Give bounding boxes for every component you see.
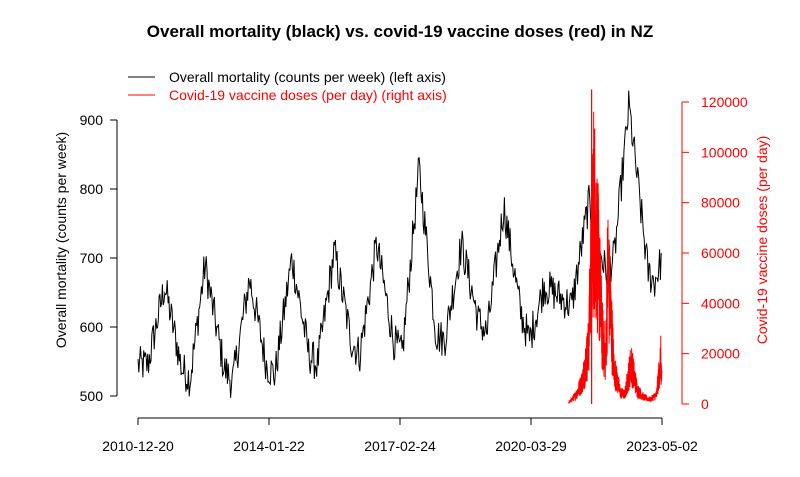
chart-title: Overall mortality (black) vs. covid-19 v…: [147, 22, 653, 41]
x-tick-label: 2014-01-22: [233, 438, 305, 454]
series-line-vaccine: [568, 111, 663, 405]
right-tick-label: 60000: [701, 245, 740, 261]
series-layer: [137, 89, 663, 405]
x-tick-label: 2020-03-29: [495, 438, 567, 454]
series-line-mortality: [137, 90, 662, 398]
legend: Overall mortality (counts per week) (lef…: [128, 69, 447, 103]
y-axis-label-left: Overall mortality (counts per week): [53, 132, 69, 348]
x-tick-label: 2023-05-02: [626, 438, 698, 454]
x-axis: 2010-12-20 2014-01-22 2017-02-24 2020-03-29…: [102, 417, 698, 454]
right-tick-label: 0: [701, 396, 709, 412]
y-axis-label-right: Covid-19 vaccine doses (per day): [754, 136, 770, 345]
left-tick-label: 700: [80, 250, 104, 266]
right-tick-label: 100000: [701, 144, 748, 160]
right-y-axis: 0 20000 40000 60000 80000 100000 120000: [681, 94, 748, 412]
legend-label-vaccine: Covid-19 vaccine doses (per day) (right …: [169, 87, 447, 103]
left-y-axis: 500 600 700 800 900: [80, 112, 118, 404]
x-tick-label: 2017-02-24: [364, 438, 436, 454]
left-tick-label: 600: [80, 319, 104, 335]
right-tick-label: 20000: [701, 346, 740, 362]
left-tick-label: 900: [80, 112, 104, 128]
left-tick-label: 500: [80, 388, 104, 404]
x-tick-label: 2010-12-20: [102, 438, 174, 454]
right-tick-label: 120000: [701, 94, 748, 110]
left-tick-label: 800: [80, 181, 104, 197]
right-tick-label: 80000: [701, 195, 740, 211]
right-tick-label: 40000: [701, 295, 740, 311]
legend-label-mortality: Overall mortality (counts per week) (lef…: [169, 69, 446, 85]
